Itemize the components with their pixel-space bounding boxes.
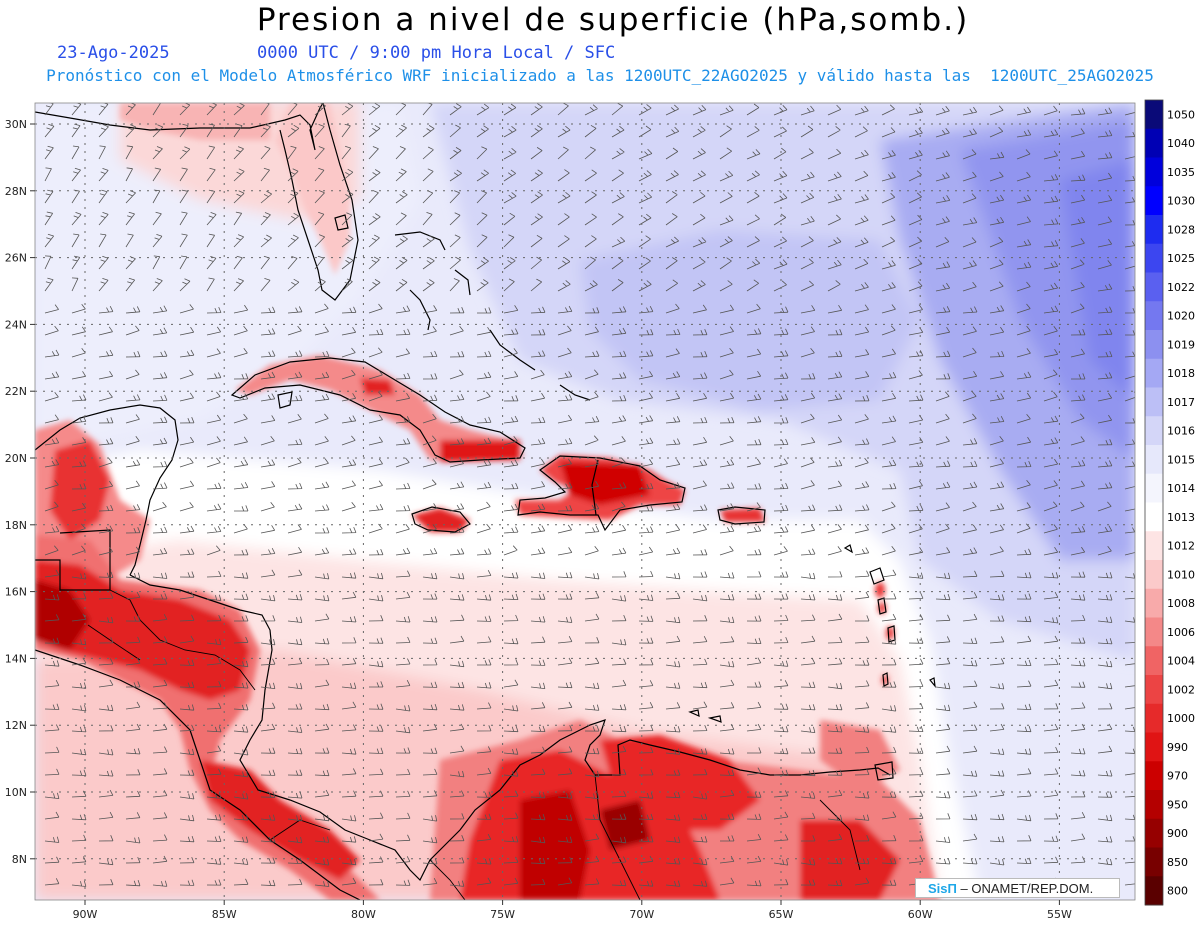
- lon-label: 70W: [629, 908, 654, 921]
- colorbar-swatch: [1145, 818, 1163, 848]
- latlon-gridlines: [35, 103, 1135, 900]
- colorbar-swatch: [1145, 646, 1163, 676]
- colorbar-label: 1019: [1167, 338, 1195, 351]
- lat-label: 12N: [5, 719, 27, 732]
- colorbar-label: 1028: [1167, 223, 1195, 236]
- model-info: Pronóstico con el Modelo Atmosférico WRF…: [46, 66, 1154, 85]
- colorbar: 1050 1040 1035 1030 1028 1025 1022 1020 1019 1018…: [1144, 99, 1195, 906]
- credit-text: – ONAMET/REP.DOM.: [956, 881, 1094, 896]
- colorbar-swatch: [1145, 761, 1163, 791]
- colorbar-label: 1017: [1167, 396, 1195, 409]
- colorbar-swatch: [1145, 215, 1163, 245]
- lon-label: 65W: [769, 908, 794, 921]
- lon-label: 60W: [908, 908, 933, 921]
- colorbar-swatch: [1145, 617, 1163, 647]
- colorbar-label: 1000: [1167, 712, 1195, 725]
- colorbar-swatch: [1145, 416, 1163, 446]
- lon-label: 90W: [73, 908, 98, 921]
- coastlines: [35, 103, 936, 900]
- colorbar-swatch: [1145, 100, 1163, 130]
- colorbar-swatch: [1145, 330, 1163, 360]
- colorbar-label: 970: [1167, 770, 1188, 783]
- colorbar-swatch: [1145, 560, 1163, 590]
- lat-label: 30N: [5, 118, 27, 131]
- lat-label: 22N: [5, 385, 27, 398]
- lat-label: 26N: [5, 252, 27, 265]
- wind-barb-set: [44, 103, 1135, 887]
- terrain-low-pressure: [35, 103, 940, 900]
- colorbar-swatch: [1145, 272, 1163, 302]
- lat-label: 8N: [12, 853, 27, 866]
- colorbar-swatch: [1145, 502, 1163, 532]
- colorbar-swatch: [1145, 301, 1163, 331]
- colorbar-label: 1013: [1167, 511, 1195, 524]
- chart-title: Presion a nivel de superficie (hPa,somb.…: [256, 2, 970, 38]
- lat-label: 18N: [5, 519, 27, 532]
- colorbar-swatch: [1145, 531, 1163, 561]
- lon-label: 75W: [490, 908, 515, 921]
- colorbar-label: 1040: [1167, 137, 1195, 150]
- lon-label: 55W: [1047, 908, 1072, 921]
- time-info: 0000 UTC / 9:00 pm Hora Local / SFC: [257, 43, 616, 63]
- colorbar-label: 1035: [1167, 166, 1195, 179]
- colorbar-label: 1002: [1167, 683, 1195, 696]
- colorbar-swatch: [1145, 128, 1163, 158]
- longitude-labels: 90W 85W 80W 75W 70W 65W 60W 55W: [73, 900, 1072, 921]
- colorbar-swatch: [1145, 790, 1163, 820]
- colorbar-swatch: [1145, 588, 1163, 618]
- colorbar-swatch: [1145, 445, 1163, 475]
- colorbar-label: 1025: [1167, 252, 1195, 265]
- colorbar-label: 1010: [1167, 568, 1195, 581]
- lat-label: 28N: [5, 185, 27, 198]
- colorbar-label: 1020: [1167, 310, 1195, 323]
- map-frame: [34, 102, 1136, 901]
- colorbar-label: 990: [1167, 741, 1188, 754]
- colorbar-label: 1008: [1167, 597, 1195, 610]
- colorbar-swatch: [1145, 186, 1163, 216]
- colorbar-swatch: [1145, 243, 1163, 273]
- colorbar-swatch: [1145, 847, 1163, 877]
- colorbar-swatch: [1145, 358, 1163, 388]
- colorbar-swatch: [1145, 675, 1163, 705]
- colorbar-label: 1014: [1167, 482, 1195, 495]
- colorbar-swatch: [1145, 473, 1163, 503]
- sispi-logo: SisΠ: [928, 881, 957, 896]
- colorbar-swatch: [1145, 732, 1163, 762]
- colorbar-label: 1006: [1167, 626, 1195, 639]
- colorbar-label: 900: [1167, 827, 1188, 840]
- colorbar-label: 1012: [1167, 540, 1195, 553]
- colorbar-swatch: [1145, 703, 1163, 733]
- lat-label: 14N: [5, 652, 27, 665]
- colorbar-label: 850: [1167, 856, 1188, 869]
- latitude-labels: 30N 28N 26N 24N 22N 20N 18N 16N 14N 12N 10N 8N: [5, 118, 35, 866]
- credit-box: SisΠ – ONAMET/REP.DOM.: [915, 878, 1120, 898]
- colorbar-label: 1022: [1167, 281, 1195, 294]
- lat-label: 16N: [5, 586, 27, 599]
- colorbar-swatch: [1145, 157, 1163, 187]
- colorbar-frame: [1144, 99, 1164, 906]
- colorbar-label: 950: [1167, 798, 1188, 811]
- lon-label: 80W: [351, 908, 376, 921]
- colorbar-label: 1030: [1167, 195, 1195, 208]
- colorbar-swatch: [1145, 876, 1163, 906]
- colorbar-label: 1016: [1167, 425, 1195, 438]
- lat-label: 20N: [5, 452, 27, 465]
- lon-label: 85W: [212, 908, 237, 921]
- colorbar-label: 1004: [1167, 655, 1195, 668]
- colorbar-label: 1018: [1167, 367, 1195, 380]
- lat-label: 10N: [5, 786, 27, 799]
- colorbar-label: 800: [1167, 885, 1188, 898]
- colorbar-swatch: [1145, 387, 1163, 417]
- wind-barbs: [44, 103, 1135, 887]
- colorbar-label: 1015: [1167, 453, 1195, 466]
- forecast-date: 23-Ago-2025: [57, 43, 170, 63]
- lat-label: 24N: [5, 318, 27, 331]
- colorbar-label: 1050: [1167, 108, 1195, 121]
